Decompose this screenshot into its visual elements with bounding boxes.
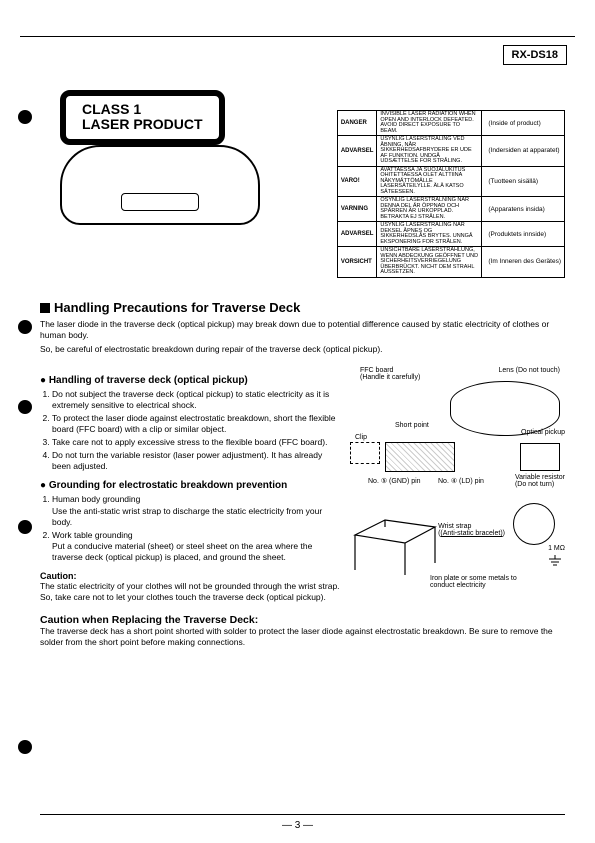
binder-hole <box>18 520 32 534</box>
danger-row: VARO!AVATTAESSA JA SUOJALUKITUS OHITETTA… <box>337 166 564 197</box>
section-title-text: Handling Precautions for Traverse Deck <box>54 300 300 315</box>
handling-list: Do not subject the traverse deck (optica… <box>40 389 340 472</box>
top-rule <box>20 36 575 37</box>
binder-hole <box>18 740 32 754</box>
danger-row: ADVARSELUSYNLIG LASERSTRÅLING NÅR DEKSEL… <box>337 222 564 247</box>
bottom-rule <box>40 814 565 815</box>
clip-shape <box>350 442 380 464</box>
danger-row: DANGERINVISIBLE LASER RADIATION WHEN OPE… <box>337 111 564 136</box>
optical-unit-shape <box>450 381 560 436</box>
intro-text-1: The laser diode in the traverse deck (op… <box>40 319 565 341</box>
grounding-item-1: Human body grounding Use the anti-static… <box>52 494 340 527</box>
varres-text2: (Do not turn) <box>515 481 554 488</box>
danger-desc: (Tuotteen sisällä) <box>482 166 565 197</box>
content-columns: Handling of traverse deck (optical picku… <box>40 367 565 608</box>
ld-pin-label: No. ④ (LD) pin <box>438 477 484 485</box>
binder-hole <box>18 110 32 124</box>
danger-row: ADVARSELUSYNLIG LASERSTRÅLING VED ÅBNING… <box>337 136 564 167</box>
laser-class-label: CLASS 1 LASER PRODUCT <box>60 90 225 145</box>
grounding-list: Human body grounding Use the anti-static… <box>40 494 340 562</box>
danger-desc: (Produktets innside) <box>482 222 565 247</box>
danger-mid: USYNLIG LASERSTRÅLING NÅR DEKSEL ÅPNES O… <box>377 222 482 247</box>
grounding-item-2-text: Put a conducive material (sheet) or stee… <box>52 541 312 562</box>
handling-item: Do not turn the variable resistor (laser… <box>52 450 340 472</box>
danger-mid: OSYNLIG LASERSTRÅLNING NÄR DENNA DEL ÄR … <box>377 197 482 222</box>
optical-pickup-label: Optical pickup <box>521 429 565 436</box>
grounding-item-2: Work table grounding Put a conducive mat… <box>52 530 340 563</box>
danger-label: VARNING <box>337 197 377 222</box>
main-content: Handling Precautions for Traverse Deck T… <box>40 300 565 648</box>
square-bullet-icon <box>40 303 50 313</box>
variable-resistor-shape <box>520 443 560 471</box>
danger-desc: (Inside of product) <box>482 111 565 136</box>
danger-mid: USYNLIG LASERSTRÅLING VED ÅBNING, NÅR SI… <box>377 136 482 167</box>
danger-label: VORSICHT <box>337 247 377 278</box>
iron-text2: conduct electricity <box>430 582 486 589</box>
handling-item: Take care not to apply excessive stress … <box>52 437 340 448</box>
iron-plate-label: Iron plate or some metals to conduct ele… <box>430 575 517 589</box>
danger-row: VORSICHTUNSICHTBARE LASERSTRAHLUNG, WENN… <box>337 247 564 278</box>
handling-item: To protect the laser diode against elect… <box>52 413 340 435</box>
ffc-label: FFC board (Handle it carefully) <box>360 367 420 381</box>
danger-desc: (Apparatens insida) <box>482 197 565 222</box>
short-point-label: Short point <box>395 422 429 429</box>
subsection-1-title: Handling of traverse deck (optical picku… <box>40 375 340 386</box>
ffc-board-shape <box>385 442 455 472</box>
optical-pickup-diagram: FFC board (Handle it carefully) Lens (Do… <box>350 367 565 497</box>
caution-label: Caution: <box>40 571 340 581</box>
ground-symbol-icon <box>547 555 563 567</box>
replace-text: The traverse deck has a short point shor… <box>40 626 565 648</box>
wrist-text: Wrist strap <box>438 523 471 530</box>
intro-text-2: So, be careful of electrostatic breakdow… <box>40 344 565 355</box>
handling-item: Do not subject the traverse deck (optica… <box>52 389 340 411</box>
grounding-item-1-text: Use the anti-static wrist strap to disch… <box>52 506 322 527</box>
danger-label: VARO! <box>337 166 377 197</box>
model-number: RX-DS18 <box>503 45 567 65</box>
ohm-label: 1 MΩ <box>548 545 565 552</box>
danger-mid: UNSICHTBARE LASERSTRAHLUNG, WENN ABDECKU… <box>377 247 482 278</box>
binder-hole <box>18 400 32 414</box>
grounding-item-1-title: Human body grounding <box>52 494 140 504</box>
device-slot <box>121 193 199 211</box>
clip-label: Clip <box>355 434 367 441</box>
section-title: Handling Precautions for Traverse Deck <box>40 300 565 315</box>
iron-text: Iron plate or some metals to <box>430 575 517 582</box>
danger-label: ADVARSEL <box>337 222 377 247</box>
caution-text: The static electricity of your clothes w… <box>40 581 340 603</box>
page-number: — 3 — <box>282 820 313 831</box>
replace-title: Caution when Replacing the Traverse Deck… <box>40 614 565 626</box>
danger-warning-table: DANGERINVISIBLE LASER RADIATION WHEN OPE… <box>337 110 565 278</box>
danger-label: DANGER <box>337 111 377 136</box>
danger-desc: (Im Inneren des Gerätes) <box>482 247 565 278</box>
device-illustration <box>60 145 260 225</box>
grounding-diagram: Wrist strap ((Anti-static bracelet)) 1 M… <box>350 503 565 608</box>
subsection-2-title: Grounding for electrostatic breakdown pr… <box>40 480 340 491</box>
class-line1: CLASS 1 <box>82 102 203 117</box>
danger-mid: AVATTAESSA JA SUOJALUKITUS OHITETTAESSA … <box>377 166 482 197</box>
right-column: FFC board (Handle it carefully) Lens (Do… <box>350 367 565 608</box>
gnd-pin-label: No. ⑤ (GND) pin <box>368 477 421 485</box>
worktable-icon <box>350 515 440 575</box>
grounding-item-2-title: Work table grounding <box>52 530 133 540</box>
ffc-text2: (Handle it carefully) <box>360 374 420 381</box>
lens-label: Lens (Do not touch) <box>499 367 560 374</box>
hand-circle-icon <box>513 503 555 545</box>
danger-label: ADVARSEL <box>337 136 377 167</box>
wrist-text2: (Anti-static bracelet) <box>440 530 502 537</box>
varres-label: Variable resistor (Do not turn) <box>515 474 565 488</box>
varres-text: Variable resistor <box>515 474 565 481</box>
top-diagram-area: CLASS 1 LASER PRODUCT DANGERINVISIBLE LA… <box>60 90 565 240</box>
danger-row: VARNINGOSYNLIG LASERSTRÅLNING NÄR DENNA … <box>337 197 564 222</box>
class-line2: LASER PRODUCT <box>82 117 203 132</box>
danger-desc: (Indersiden at apparatet) <box>482 136 565 167</box>
danger-mid: INVISIBLE LASER RADIATION WHEN OPEN AND … <box>377 111 482 136</box>
ffc-text: FFC board <box>360 367 393 374</box>
wrist-label: Wrist strap ((Anti-static bracelet)) <box>438 523 505 537</box>
binder-hole <box>18 320 32 334</box>
left-column: Handling of traverse deck (optical picku… <box>40 367 350 608</box>
